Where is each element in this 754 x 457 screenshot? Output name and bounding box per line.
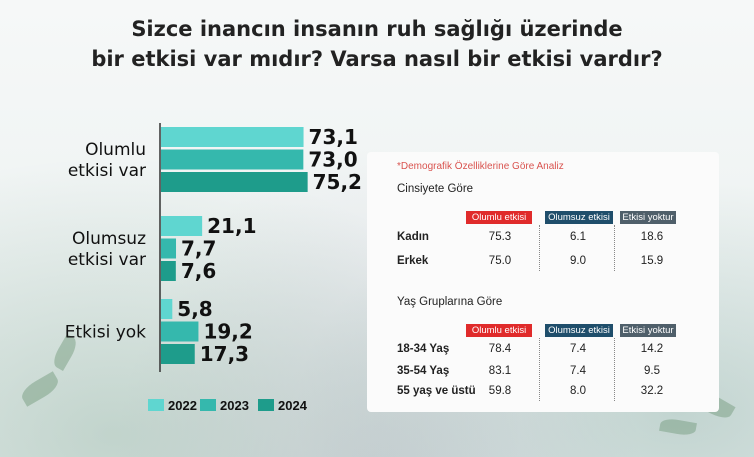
page-title: Sizce inancın insanın ruh sağlığı üzerin… (0, 14, 754, 74)
data-label: 19,2 (203, 320, 252, 344)
cell-value: 75.3 (488, 231, 512, 243)
row-label: 18-34 Yaş (397, 343, 450, 355)
row-label: Erkek (397, 255, 429, 267)
data-label: 21,1 (207, 214, 256, 238)
category-label: Etkisi yok (65, 323, 146, 343)
cell-value: 15.9 (640, 255, 664, 267)
column-divider (539, 225, 540, 271)
cell-value: 9.0 (570, 255, 586, 267)
cell-value: 18.6 (640, 231, 664, 243)
column-divider (539, 338, 540, 401)
data-label: 73,0 (308, 148, 357, 172)
cell-value: 59.8 (488, 385, 512, 397)
bar-2022-0 (161, 127, 304, 147)
cell-value: 32.2 (640, 385, 664, 397)
cell-value: 6.1 (570, 231, 586, 243)
legend-swatch-2023 (200, 399, 216, 411)
column-header: Etkisi yoktur (620, 211, 676, 224)
category-label: etkisi var (68, 250, 146, 270)
demographic-panel (367, 152, 719, 412)
bar-2024-2 (161, 344, 195, 364)
bar-2023-0 (161, 149, 304, 170)
cell-value: 14.2 (640, 343, 664, 355)
cell-value: 9.5 (644, 365, 660, 377)
title-line-1: Sizce inancın insanın ruh sağlığı üzerin… (131, 17, 623, 41)
category-label: Olumsuz (72, 229, 146, 249)
bar-2022-2 (161, 299, 173, 319)
column-header: Olumsuz etkisi var (545, 211, 613, 236)
bar-2023-1 (161, 238, 177, 259)
column-header: Olumlu etkisi var (466, 324, 532, 349)
legend-swatch-2022 (148, 399, 164, 411)
category-label: Olumlu (85, 140, 146, 160)
data-label: 75,2 (313, 170, 362, 194)
data-label: 7,6 (181, 259, 216, 283)
bar-2022-1 (161, 216, 203, 236)
column-divider (614, 338, 615, 401)
column-header: Olumlu etkisi var (466, 211, 532, 236)
title-line-2: bir etkisi var mıdır? Varsa nasıl bir et… (91, 47, 663, 71)
demographic-note: *Demografik Özelliklerine Göre Analiz (397, 161, 564, 172)
legend-label: 2024 (278, 398, 308, 413)
data-label: 17,3 (200, 342, 249, 366)
column-header: Olumsuz etkisi var (545, 324, 613, 349)
legend-label: 2022 (168, 398, 197, 413)
legend-swatch-2024 (258, 399, 274, 411)
cell-value: 78.4 (488, 343, 512, 355)
bar-2024-0 (161, 172, 308, 192)
cell-value: 7.4 (570, 343, 586, 355)
bar-2023-2 (161, 321, 199, 342)
legend-label: 2023 (220, 398, 249, 413)
row-label: 55 yaş ve üstü (397, 385, 476, 397)
data-label: 73,1 (309, 125, 358, 149)
section-title: Cinsiyete Göre (397, 183, 474, 195)
row-label: 35-54 Yaş (397, 365, 450, 377)
row-label: Kadın (397, 231, 429, 243)
column-divider (614, 225, 615, 271)
cell-value: 7.4 (570, 365, 586, 377)
category-label: etkisi var (68, 161, 146, 181)
cell-value: 75.0 (488, 255, 512, 267)
bar-2024-1 (161, 261, 176, 281)
data-label: 5,8 (177, 297, 212, 321)
cell-value: 8.0 (570, 385, 586, 397)
data-label: 7,7 (181, 237, 216, 261)
section-title: Yaş Gruplarına Göre (397, 296, 503, 308)
cell-value: 83.1 (488, 365, 512, 377)
column-header: Etkisi yoktur (620, 324, 676, 337)
